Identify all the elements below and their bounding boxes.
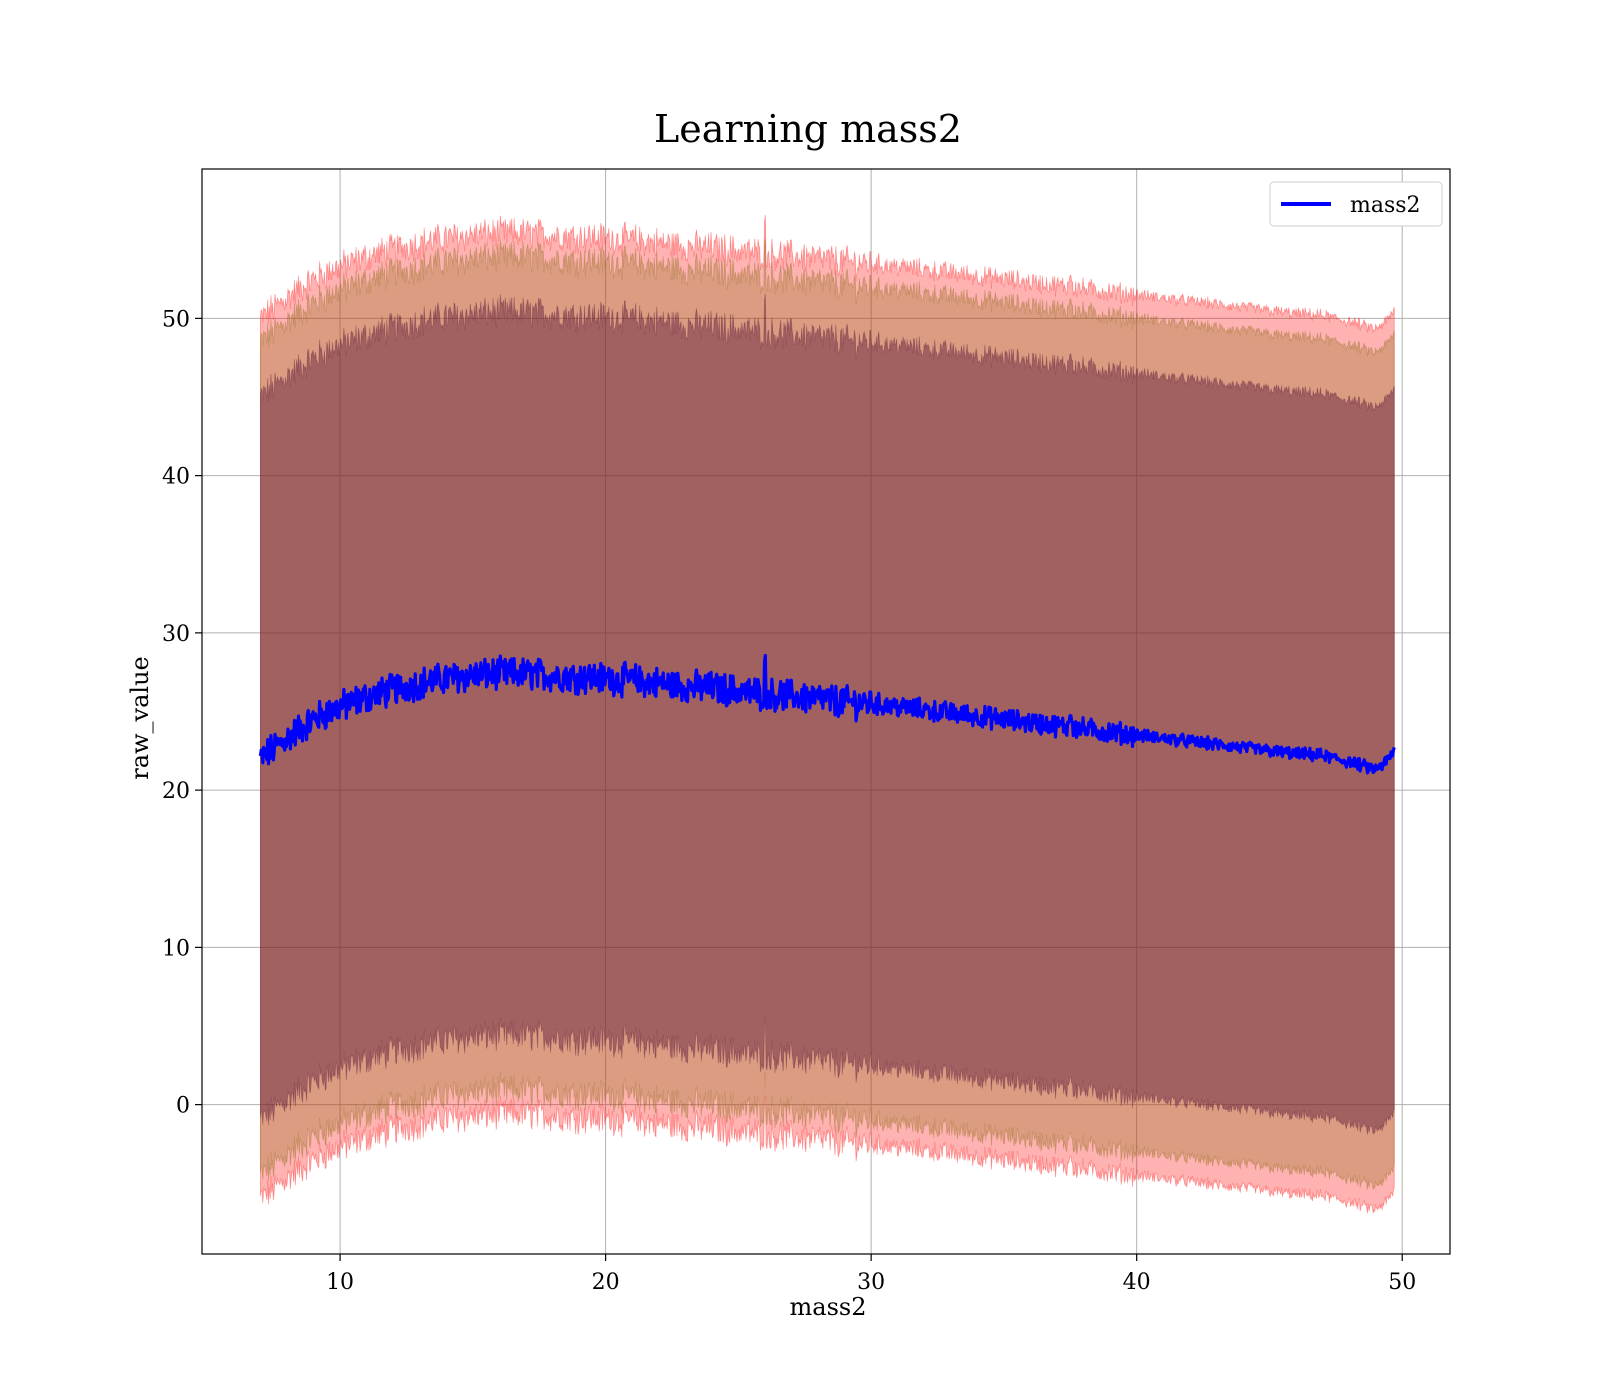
legend-box [1269, 181, 1443, 227]
x-tick-label: 10 [326, 1270, 354, 1295]
y-tick-label: 10 [162, 936, 190, 961]
legend: mass2 [1269, 181, 1443, 227]
series-line-mass2 [258, 653, 1396, 775]
y-tick-label: 50 [162, 307, 190, 332]
x-tick-label: 30 [857, 1270, 885, 1295]
band-outer [260, 215, 1395, 1214]
x-tick-label: 40 [1123, 1270, 1151, 1295]
plot-area: 10 20 30 40 50 0 10 20 30 40 50 [162, 168, 1451, 1295]
chart-title: Learning mass2 [654, 107, 962, 151]
x-axis-label: mass2 [790, 1293, 867, 1321]
y-tick-label: 30 [162, 622, 190, 647]
y-tick-label: 0 [176, 1094, 190, 1119]
plot-frame [201, 168, 1451, 1255]
x-tick-label: 50 [1388, 1270, 1416, 1295]
band-inner [260, 293, 1395, 1135]
y-axis-label: raw_value [126, 656, 154, 780]
legend-label-mass2: mass2 [1350, 193, 1421, 218]
y-tick-label: 40 [162, 465, 190, 490]
band-middle [260, 238, 1395, 1190]
x-tick-label: 20 [592, 1270, 620, 1295]
y-tick-label: 20 [162, 779, 190, 804]
bands-group [260, 215, 1395, 1214]
